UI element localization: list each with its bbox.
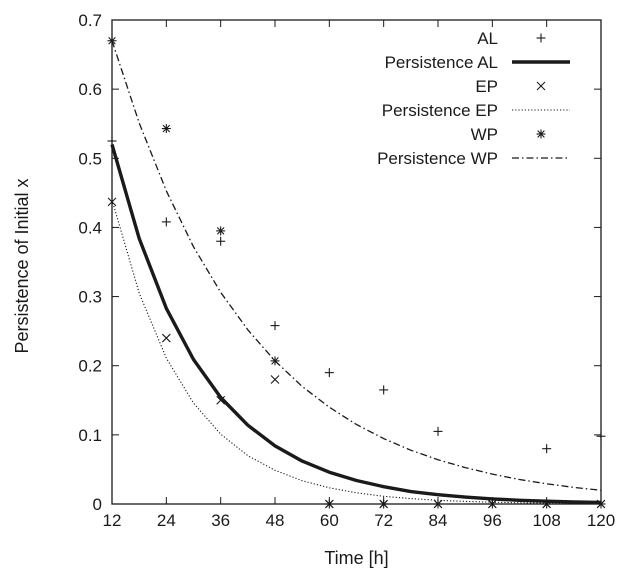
series-point <box>379 385 389 395</box>
series-point <box>270 321 280 331</box>
series-point <box>542 444 552 454</box>
y-tick-label: 0.7 <box>78 11 102 30</box>
series-point <box>270 356 280 366</box>
legend-marker <box>536 33 546 43</box>
plot-curves <box>110 40 602 505</box>
legend-label: WP <box>471 125 498 144</box>
series-point <box>161 124 171 134</box>
legend-label: EP <box>475 77 498 96</box>
y-tick-label: 0.4 <box>78 218 102 237</box>
legend-label: AL <box>477 29 498 48</box>
x-tick-label: 84 <box>429 511 448 530</box>
x-tick-label: 36 <box>211 511 230 530</box>
legend: AL Persistence AL EP Persistence EP WP Persis… <box>377 29 570 168</box>
legend-marker <box>536 81 546 91</box>
x-tick-label: 96 <box>483 511 502 530</box>
series-point <box>216 395 226 405</box>
series-point <box>216 226 226 236</box>
y-tick-label: 0.6 <box>78 80 102 99</box>
y-tick-label: 0 <box>93 495 102 514</box>
y-tick-label: 0.1 <box>78 426 102 445</box>
series-point <box>216 236 226 246</box>
series-point <box>324 368 334 378</box>
series-point <box>161 333 171 343</box>
y-axis: 0 0.1 0.2 0.3 0.4 0.5 0.6 0.7 <box>78 11 601 514</box>
series-line <box>111 40 602 491</box>
y-tick-label: 0.3 <box>78 288 102 307</box>
x-tick-label: 12 <box>103 511 122 530</box>
series-line <box>110 144 602 505</box>
series-point <box>270 375 280 384</box>
series-point <box>161 217 171 227</box>
x-tick-label: 108 <box>532 511 560 530</box>
legend-label: Persistence EP <box>382 101 498 120</box>
series-point <box>433 426 443 436</box>
plot-frame <box>111 19 602 505</box>
y-tick-label: 0.2 <box>78 357 102 376</box>
x-tick-label: 60 <box>320 511 339 530</box>
x-axis-label: Time [h] <box>324 548 388 568</box>
legend-label: Persistence AL <box>385 53 498 72</box>
x-tick-label: 72 <box>374 511 393 530</box>
x-axis: 12 24 36 48 60 72 84 96 108 120 <box>103 20 615 530</box>
x-tick-label: 48 <box>266 511 285 530</box>
legend-label: Persistence WP <box>377 149 498 168</box>
y-axis-label: Persistence of Initial x <box>12 178 32 353</box>
x-tick-label: 120 <box>587 511 615 530</box>
x-tick-label: 24 <box>157 511 176 530</box>
legend-marker <box>536 129 546 139</box>
y-tick-label: 0.5 <box>78 149 102 168</box>
